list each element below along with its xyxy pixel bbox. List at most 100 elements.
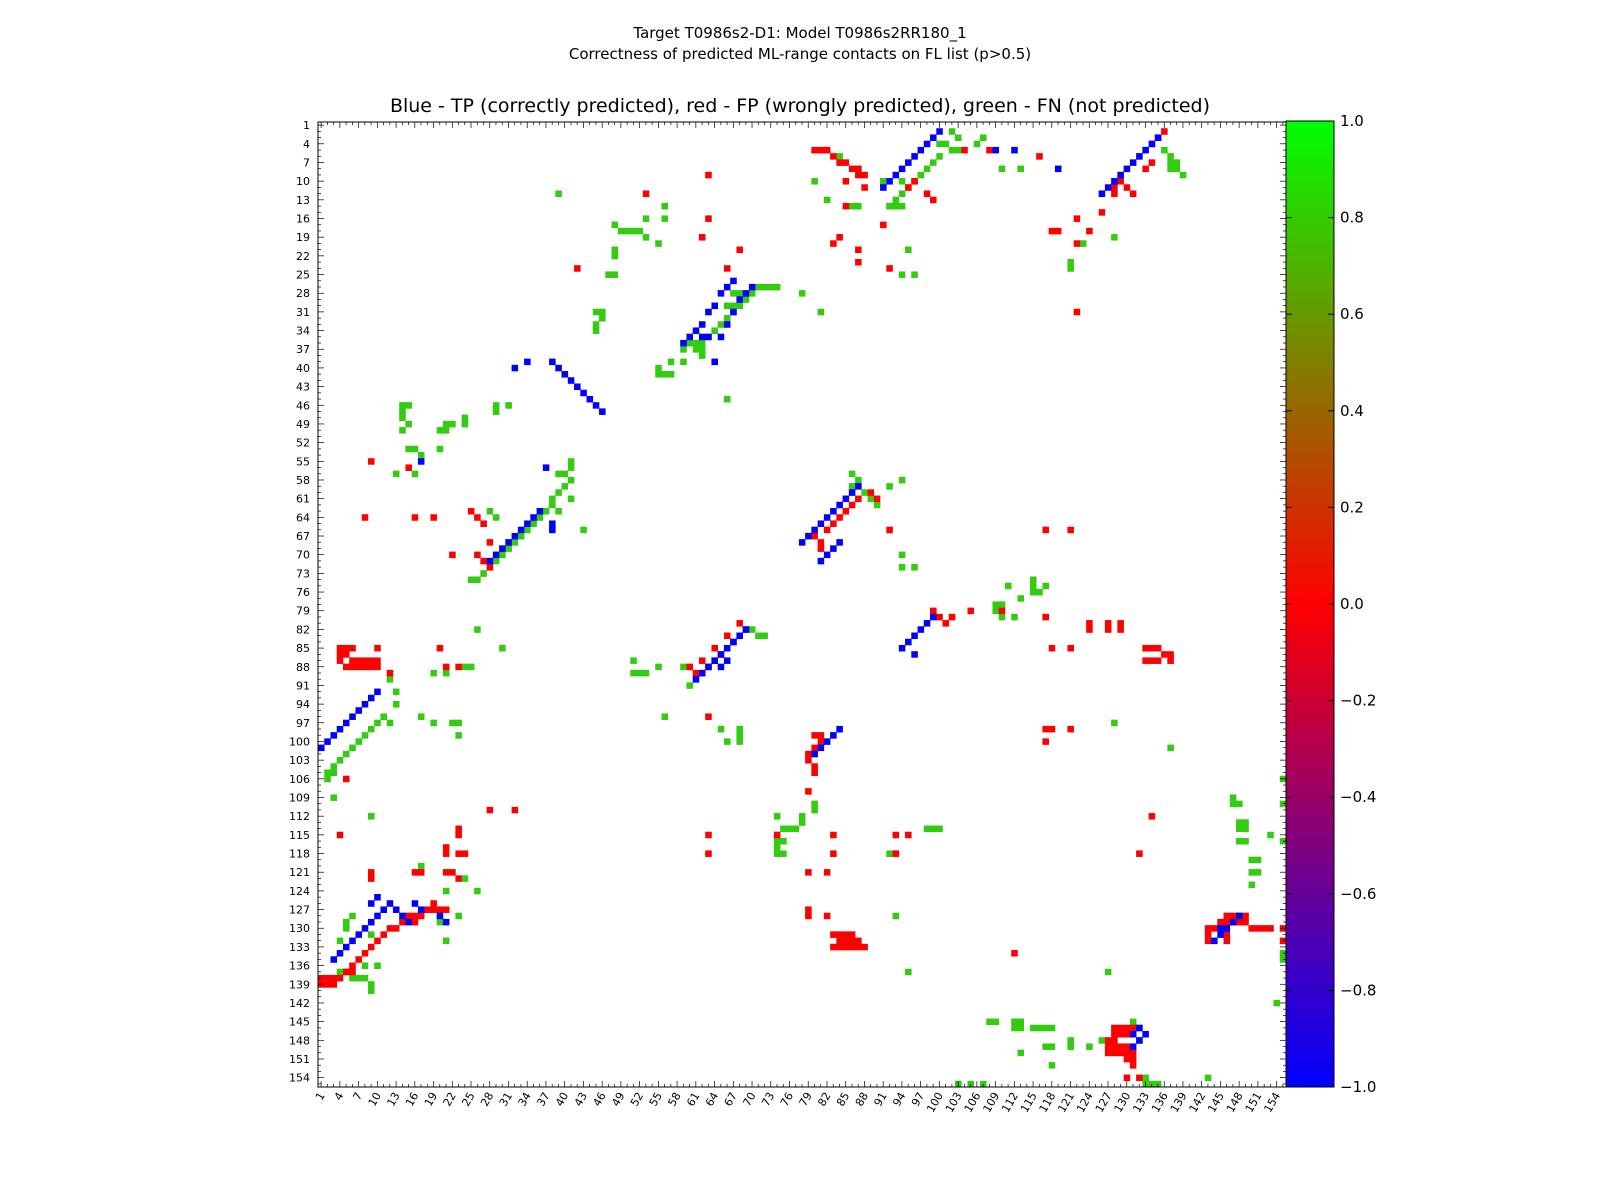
contact-cell-fn <box>449 420 456 428</box>
x-tick-label: 58 <box>665 1090 683 1109</box>
contact-cell-fp <box>1154 644 1162 652</box>
contact-cell-fn <box>1161 146 1168 154</box>
contact-cell-fp <box>817 146 825 154</box>
contact-cell-tp <box>1148 140 1156 148</box>
contact-cell-fn <box>773 283 781 291</box>
contact-cell-fn <box>492 514 500 521</box>
y-tick-label: 19 <box>296 231 310 244</box>
x-tick-label: 19 <box>422 1090 440 1109</box>
contact-cell-fp <box>455 850 462 857</box>
x-tick-label: 88 <box>853 1090 871 1109</box>
contact-cell-fn <box>1129 1018 1137 1026</box>
colorbar-tick-label: −0.6 <box>1340 885 1376 903</box>
contact-cell-fn <box>592 308 600 316</box>
contact-cell-fn <box>680 663 687 671</box>
contact-cell-fn <box>1167 153 1174 160</box>
contact-cell-fp <box>436 906 444 913</box>
contact-cell-fn <box>1067 1043 1074 1050</box>
contact-cell-fn <box>780 837 787 845</box>
contact-cell-tp <box>1223 925 1231 932</box>
contact-cell-fn <box>549 495 556 503</box>
contact-cell-fn <box>811 178 818 185</box>
x-tick-label: 37 <box>534 1090 552 1109</box>
contact-cell-fn <box>1173 165 1181 173</box>
contact-cell-fp <box>361 663 369 671</box>
colorbar-tick-label: −0.2 <box>1340 692 1376 710</box>
contact-cell-fp <box>1117 1049 1124 1057</box>
contact-cell-fn <box>555 470 562 478</box>
contact-cell-fp <box>330 974 338 982</box>
contact-cell-tp <box>817 520 825 527</box>
contact-cell-fp <box>836 943 843 951</box>
contact-cell-fn <box>948 146 956 154</box>
contact-cell-fp <box>367 875 375 882</box>
contact-cell-fn <box>698 346 706 353</box>
contact-cell-fn <box>611 221 619 229</box>
contact-cell-tp <box>723 321 731 328</box>
contact-cell-fn <box>1086 1043 1093 1050</box>
contact-cell-fp <box>355 657 363 664</box>
contact-cell-fn <box>948 128 956 135</box>
contact-cell-fn <box>555 508 562 515</box>
contact-cell-fn <box>692 339 700 347</box>
colorbar-tick-label: 0.6 <box>1340 305 1364 323</box>
contact-cell-tp <box>905 159 912 166</box>
contact-cell-tp <box>705 333 712 341</box>
contact-cell-fn <box>942 140 950 148</box>
contact-cell-fp <box>1111 1049 1118 1057</box>
contact-cell-fp <box>642 190 650 198</box>
contact-cell-fn <box>392 688 400 696</box>
contact-cell-fp <box>736 246 743 254</box>
contact-cell-fp <box>1111 190 1118 198</box>
y-tick-label: 151 <box>289 1053 310 1066</box>
contact-cell-fn <box>1048 1043 1056 1050</box>
contact-cell-fn <box>855 202 862 210</box>
contact-cell-fp <box>336 651 344 658</box>
contact-cell-fn <box>1004 582 1012 590</box>
x-tick-label: 61 <box>684 1090 702 1109</box>
y-tick-label: 40 <box>296 362 310 375</box>
contact-cell-fp <box>1123 1024 1131 1032</box>
contact-cell-fn <box>755 632 762 640</box>
contact-cell-fp <box>1236 918 1243 926</box>
y-tick-label: 25 <box>296 269 310 282</box>
contact-cell-fp <box>805 750 812 758</box>
contact-cell-fn <box>998 613 1006 621</box>
contact-cell-fn <box>1042 1043 1049 1050</box>
contact-cell-fp <box>705 215 712 222</box>
contact-cell-fp <box>1142 644 1149 652</box>
contact-cell-fn <box>361 962 369 970</box>
contact-cell-tp <box>711 657 718 664</box>
contact-cell-fp <box>1148 657 1156 664</box>
contact-cell-fn <box>342 925 350 932</box>
contact-cell-fp <box>848 943 856 951</box>
contact-cell-fp <box>1204 931 1212 938</box>
contact-cell-fp <box>1086 227 1093 235</box>
contact-cell-fp <box>374 663 381 671</box>
contact-cell-fp <box>1104 620 1112 627</box>
contact-cell-fp <box>455 663 462 671</box>
contact-cell-fn <box>467 576 475 584</box>
contact-cell-tp <box>561 371 569 378</box>
contact-cell-fn <box>773 813 781 820</box>
contact-cell-fp <box>424 906 431 913</box>
y-tick-label: 112 <box>289 810 310 823</box>
contact-cell-tp <box>374 688 381 696</box>
contact-cell-tp <box>505 539 512 546</box>
contact-cell-fp <box>805 757 812 764</box>
contact-cell-fn <box>892 912 900 920</box>
contact-cell-fp <box>1242 912 1249 920</box>
contact-cell-tp <box>705 308 712 316</box>
contact-cell-fp <box>1254 925 1262 932</box>
y-tick-label: 82 <box>296 623 310 636</box>
contact-cell-fp <box>823 912 831 920</box>
contact-cell-fn <box>1067 265 1074 272</box>
contact-cell-tp <box>1142 1030 1149 1038</box>
contact-cell-fn <box>1011 1018 1018 1026</box>
contact-cell-fp <box>823 526 831 534</box>
contact-cell-fn <box>686 339 694 347</box>
contact-cell-fp <box>324 981 331 988</box>
contact-cell-fn <box>898 476 906 484</box>
contact-cell-tp <box>367 900 375 907</box>
